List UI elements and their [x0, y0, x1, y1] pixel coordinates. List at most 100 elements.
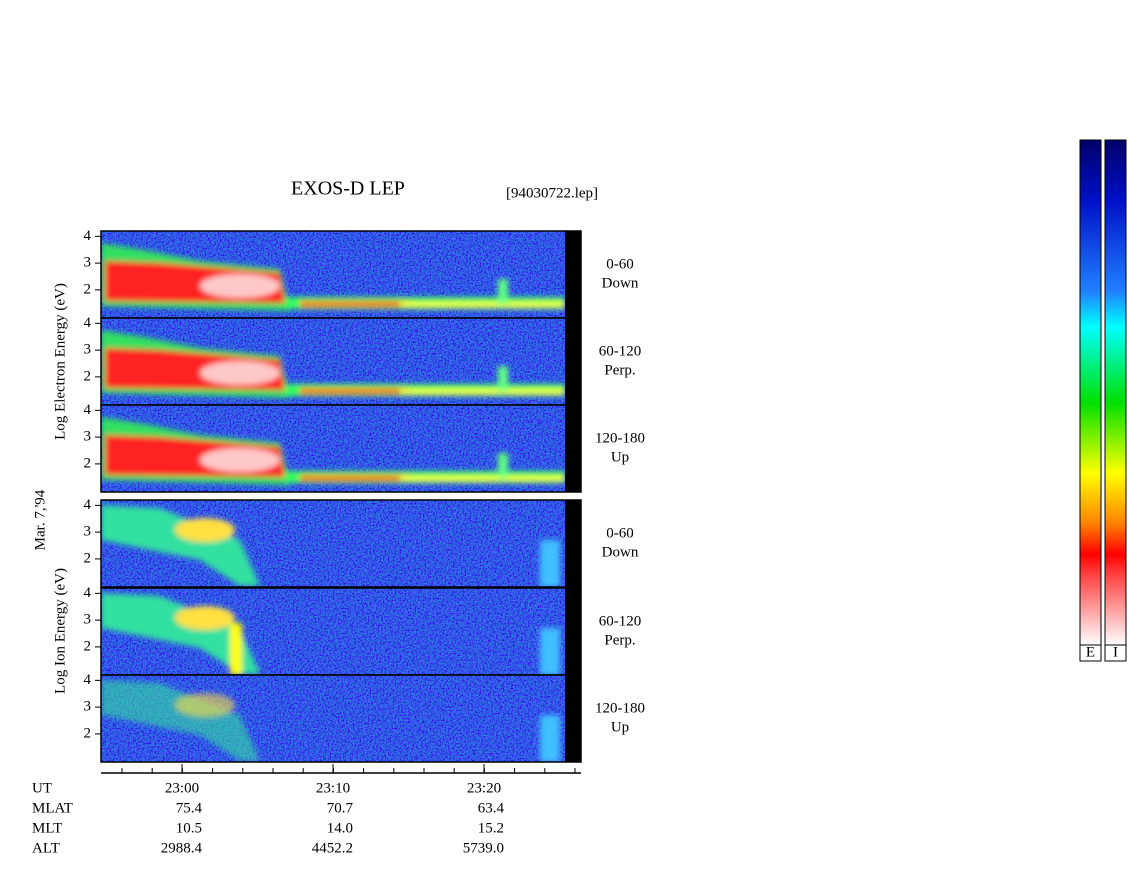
feature [540, 628, 560, 675]
colorbar-label: I [1113, 644, 1118, 660]
y-tick-label: 2 [84, 550, 92, 566]
panel-label: 0-60 [606, 525, 634, 541]
y-tick-label: 3 [84, 342, 92, 358]
black-strip [565, 588, 581, 675]
colorbar [1079, 139, 1102, 646]
y-tick-label: 4 [84, 497, 92, 513]
y-axis-label: Log Ion Energy (eV) [52, 568, 68, 694]
panel-frame [100, 404, 582, 493]
y-tick-label: 4 [84, 402, 92, 418]
x-tick-label: 23:00 [165, 780, 199, 796]
panel-label: 120-180 [595, 430, 645, 446]
title: EXOS-D LEP [291, 178, 405, 200]
feature [200, 448, 280, 472]
black-strip [565, 231, 581, 318]
y-tick-label: 3 [84, 255, 92, 271]
spectrogram [101, 675, 565, 762]
y-tick-label: 3 [84, 699, 92, 715]
feature [200, 274, 280, 298]
panel-label: Perp. [604, 632, 635, 648]
y-tick-label: 4 [84, 315, 92, 331]
orbit-value: 4452.2 [312, 840, 353, 856]
feature [540, 540, 560, 587]
feature [400, 302, 565, 307]
colorbar [1104, 139, 1127, 646]
orbit-value: 70.7 [327, 800, 354, 816]
black-strip [565, 318, 581, 405]
orbit-row-label: MLT [32, 820, 62, 836]
x-tick-label: 23:10 [316, 780, 350, 796]
orbit-value: 63.4 [478, 800, 505, 816]
colorbar-label: E [1086, 644, 1095, 660]
orbit-value: 75.4 [176, 800, 203, 816]
y-tick-label: 3 [84, 429, 92, 445]
spectrogram [101, 231, 565, 318]
colorbar-label-box [1079, 644, 1102, 662]
y-tick-label: 4 [84, 228, 92, 244]
panel-label: Perp. [604, 362, 635, 378]
panel-frame [100, 499, 582, 588]
y-tick-label: 2 [84, 725, 92, 741]
panel-frame [100, 674, 582, 763]
orbit-value: 10.5 [176, 820, 202, 836]
feature [230, 623, 242, 675]
feature [400, 389, 565, 394]
spectrogram-features [101, 417, 565, 485]
spectrogram-features [101, 680, 560, 762]
feature [101, 505, 260, 586]
panel-label: Up [611, 719, 629, 735]
feature [300, 388, 410, 394]
y-tick-label: 2 [84, 368, 92, 384]
feature [300, 301, 410, 307]
file-label: [94030722.lep] [506, 185, 598, 201]
spectrogram [101, 500, 565, 587]
orbit-row-label: ALT [32, 840, 60, 856]
y-axis-label: Log Electron Energy (eV) [52, 283, 68, 440]
orbit-value: 5739.0 [463, 840, 504, 856]
feature [498, 453, 508, 478]
spectrogram-features [101, 330, 565, 398]
black-strip [565, 405, 581, 492]
feature [498, 279, 508, 304]
feature [498, 366, 508, 391]
y-tick-label: 2 [84, 455, 92, 471]
spectrogram [101, 588, 565, 675]
x-tick-label: 23:20 [467, 780, 501, 796]
black-strip [565, 675, 581, 762]
feature [175, 606, 235, 630]
spectrogram-features [101, 243, 565, 311]
feature [200, 361, 280, 385]
orbit-value: 14.0 [327, 820, 353, 836]
panel-label: Down [602, 275, 639, 291]
date-label: Mar. 7,'94 [32, 489, 48, 550]
black-strip [565, 500, 581, 587]
feature [175, 518, 235, 542]
panel-label: 60-120 [599, 343, 642, 359]
orbit-value: 15.2 [478, 820, 504, 836]
orbit-row-label: UT [32, 780, 52, 796]
feature [540, 715, 560, 762]
panel-label: Up [611, 449, 629, 465]
spectrogram-features [101, 593, 560, 675]
y-tick-label: 4 [84, 672, 92, 688]
orbit-row-label: MLAT [32, 800, 73, 816]
spectrogram [101, 405, 565, 492]
orbit-value: 2988.4 [161, 840, 203, 856]
panel-label: 0-60 [606, 256, 634, 272]
y-tick-label: 3 [84, 524, 92, 540]
y-tick-label: 4 [84, 585, 92, 601]
feature [101, 680, 260, 761]
panel-label: Down [602, 544, 639, 560]
feature [300, 475, 410, 481]
feature [175, 693, 235, 717]
panel-label: 60-120 [599, 613, 642, 629]
panel-label: 120-180 [595, 700, 645, 716]
feature [101, 593, 260, 674]
spectrogram [101, 318, 565, 405]
y-tick-label: 2 [84, 281, 92, 297]
spectrogram-features [101, 505, 560, 587]
y-tick-label: 2 [84, 638, 92, 654]
y-tick-label: 3 [84, 612, 92, 628]
colorbar-label-box [1104, 644, 1127, 662]
